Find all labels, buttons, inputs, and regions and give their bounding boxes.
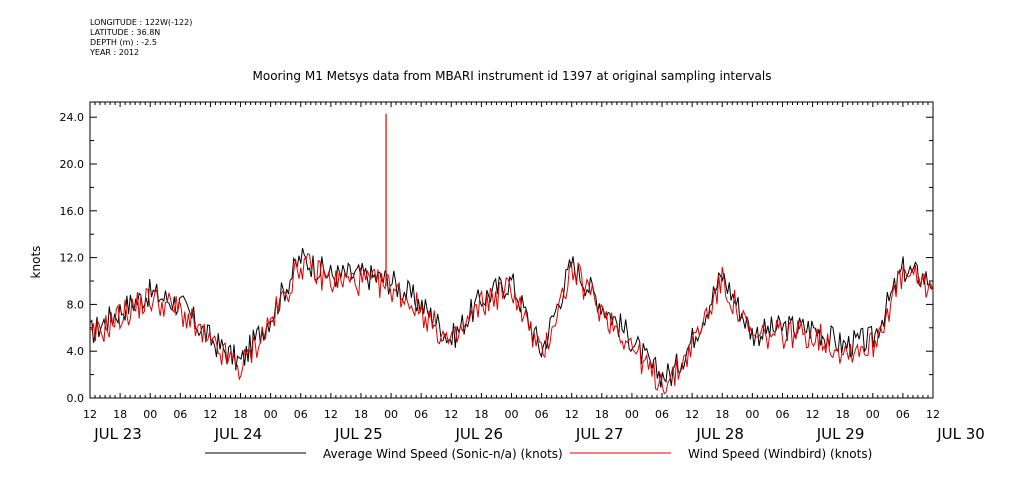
x-tick-label: 06 <box>655 408 669 421</box>
x-tick-label: 12 <box>444 408 458 421</box>
x-tick-label: 06 <box>775 408 789 421</box>
y-axis-labels: 0.0 4.0 8.0 12.0 16.0 20.0 24.0 <box>60 111 85 405</box>
x-axis-labels: 12 18 00 06 12 18 00 06 12 18 00 06 12 18 00 06 12 18 00 06… <box>83 408 985 443</box>
y-tick-label: 16.0 <box>60 205 85 218</box>
x-day-label: JUL 30 <box>936 425 985 443</box>
x-tick-label: 00 <box>625 408 639 421</box>
x-tick-label: 18 <box>354 408 368 421</box>
x-tick-label: 12 <box>324 408 338 421</box>
station-metadata: LONGITUDE : 122W(-122) LATITUDE : 36.8N … <box>90 18 192 58</box>
x-day-label: JUL 28 <box>695 425 744 443</box>
legend: Average Wind Speed (Sonic-n/a) (knots) W… <box>205 447 872 461</box>
x-tick-label: 06 <box>896 408 910 421</box>
series-line <box>89 253 934 395</box>
x-day-label: JUL 25 <box>334 425 383 443</box>
x-tick-label: 12 <box>565 408 579 421</box>
x-tick-label: 12 <box>83 408 97 421</box>
x-tick-label: 18 <box>715 408 729 421</box>
y-tick-label: 20.0 <box>60 158 85 171</box>
x-tick-label: 00 <box>866 408 880 421</box>
x-tick-label: 00 <box>264 408 278 421</box>
y-tick-label: 24.0 <box>60 111 85 124</box>
x-tick-label: 06 <box>294 408 308 421</box>
chart-title: Mooring M1 Metsys data from MBARI instru… <box>253 69 772 83</box>
x-tick-label: 00 <box>143 408 157 421</box>
depth-label: DEPTH (m) : -2.5 <box>90 38 157 47</box>
y-tick-label: 4.0 <box>67 345 85 358</box>
x-day-label: JUL 24 <box>214 425 263 443</box>
x-tick-label: 18 <box>234 408 248 421</box>
x-tick-label: 00 <box>505 408 519 421</box>
x-day-label: JUL 23 <box>93 425 142 443</box>
y-axis-label: knots <box>29 246 43 279</box>
series-line <box>89 247 934 388</box>
x-tick-label: 00 <box>384 408 398 421</box>
x-tick-label: 18 <box>474 408 488 421</box>
x-tick-label: 18 <box>836 408 850 421</box>
longitude-label: LONGITUDE : 122W(-122) <box>90 18 193 27</box>
x-tick-label: 12 <box>926 408 940 421</box>
legend-label-windbird: Wind Speed (Windbird) (knots) <box>688 447 872 461</box>
x-day-label: JUL 27 <box>575 425 624 443</box>
y-tick-label: 8.0 <box>67 298 85 311</box>
axis-ticks <box>89 102 934 399</box>
x-tick-label: 12 <box>806 408 820 421</box>
x-day-label: JUL 26 <box>454 425 503 443</box>
x-tick-label: 12 <box>203 408 217 421</box>
y-tick-label: 12.0 <box>60 252 85 265</box>
x-tick-label: 00 <box>745 408 759 421</box>
x-tick-label: 06 <box>414 408 428 421</box>
x-tick-label: 18 <box>595 408 609 421</box>
x-tick-label: 06 <box>173 408 187 421</box>
year-label: YEAR : 2012 <box>90 48 140 57</box>
legend-label-avg: Average Wind Speed (Sonic-n/a) (knots) <box>323 447 563 461</box>
x-day-label: JUL 29 <box>816 425 865 443</box>
x-tick-label: 06 <box>535 408 549 421</box>
x-tick-label: 12 <box>685 408 699 421</box>
x-tick-label: 18 <box>113 408 127 421</box>
latitude-label: LATITUDE : 36.8N <box>90 28 161 37</box>
series-layer <box>89 113 934 395</box>
y-tick-label: 0.0 <box>67 392 85 405</box>
